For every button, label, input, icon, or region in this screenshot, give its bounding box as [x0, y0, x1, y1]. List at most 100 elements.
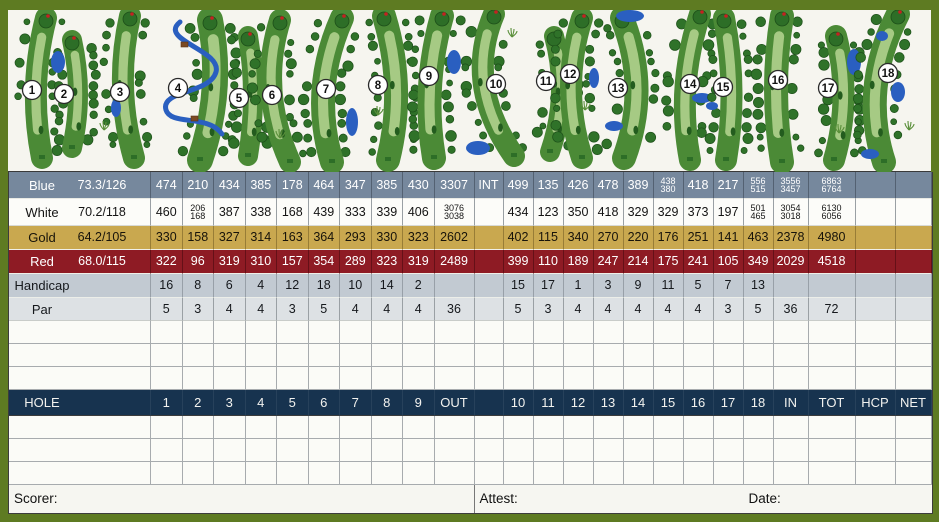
tree-icon	[445, 130, 457, 142]
tree-icon	[23, 18, 31, 26]
course-map: 1 2 3 4 5 6 7 8 9 10 11 12 13 14 15 16 17 18	[8, 2, 931, 174]
score-cell	[214, 439, 246, 462]
score-cell: 11	[533, 390, 564, 416]
score-cell: 349	[743, 250, 774, 274]
score-cell: 4	[245, 298, 277, 321]
score-cell	[713, 321, 744, 344]
tree-icon	[755, 16, 766, 28]
tree-icon	[903, 28, 912, 36]
par-row: Par 5 3 4 4 3 5 4 4 4 36 5 3 4 4 4 4 4 3 5 36 72	[9, 298, 932, 321]
score-cell	[653, 367, 684, 390]
tee-box	[431, 155, 437, 159]
hole-number-badge: 6	[261, 84, 283, 106]
tree-icon	[50, 104, 59, 113]
tree-icon	[291, 131, 303, 143]
score-cell	[277, 321, 309, 344]
row-label-cell: Red 68.0/115	[9, 250, 151, 274]
tree-icon	[254, 119, 263, 128]
tree-icon	[753, 97, 764, 108]
tree-icon	[787, 108, 799, 120]
score-cell: 347	[340, 172, 372, 199]
bunker	[730, 127, 736, 136]
score-cell: 418	[593, 199, 624, 226]
svg-text:13: 13	[612, 83, 625, 95]
tree-icon	[229, 59, 240, 70]
score-cell	[340, 416, 372, 439]
score-cell: 323	[403, 226, 435, 250]
signature-row: Scorer: Attest: Date:	[9, 485, 932, 513]
tree-icon	[285, 58, 297, 70]
bridge-icon	[190, 115, 199, 122]
hole-number-badge: 1	[21, 79, 43, 101]
tree-icon	[465, 25, 478, 38]
pin-flag-icon	[210, 16, 214, 20]
score-cell: 8	[371, 390, 403, 416]
water-hazard	[692, 93, 712, 103]
tree-icon	[89, 51, 98, 60]
row-label-cell	[9, 367, 151, 390]
hole-18-drawing	[852, 2, 912, 174]
score-cell: 322	[151, 250, 183, 274]
tree-icon	[474, 118, 482, 126]
score-cell	[371, 321, 403, 344]
grass-tuft-icon	[834, 123, 845, 134]
score-cell	[683, 416, 714, 439]
score-cell: 158	[182, 226, 214, 250]
score-cell	[808, 274, 856, 298]
score-cell	[214, 367, 246, 390]
bunker	[779, 128, 785, 137]
tree-icon	[88, 90, 98, 100]
putting-green	[376, 11, 392, 27]
score-cell: 364	[308, 226, 340, 250]
row-label-cell	[9, 439, 151, 462]
water-hazard	[346, 108, 358, 136]
score-cell	[371, 439, 403, 462]
tree-icon	[101, 89, 111, 99]
tree-icon	[337, 119, 347, 128]
tree-icon	[605, 31, 615, 40]
score-cell	[895, 199, 932, 226]
score-cell	[855, 344, 896, 367]
tree-icon	[134, 78, 143, 87]
score-cell	[277, 344, 309, 367]
score-cell	[533, 344, 564, 367]
score-cell: 406	[403, 199, 435, 226]
score-cell	[653, 416, 684, 439]
tree-icon	[228, 137, 240, 149]
svg-text:4: 4	[175, 83, 182, 95]
score-cell: 178	[277, 172, 309, 199]
score-cell: 4	[653, 298, 684, 321]
score-cell: 13	[743, 274, 774, 298]
pin-flag-icon	[248, 32, 252, 36]
score-cell	[214, 344, 246, 367]
score-cell	[623, 344, 654, 367]
tree-icon	[192, 58, 200, 67]
svg-text:1: 1	[29, 85, 36, 97]
bunker	[633, 125, 639, 135]
water-hazard	[616, 10, 644, 22]
score-cell: 206 168	[182, 199, 214, 226]
tree-icon	[736, 19, 747, 30]
tree-icon	[752, 54, 763, 65]
tree-icon	[707, 29, 717, 39]
tree-icon	[899, 39, 911, 50]
tree-icon	[817, 103, 830, 115]
score-cell	[623, 416, 654, 439]
score-cell: 434	[214, 172, 246, 199]
score-cell: 5	[151, 298, 183, 321]
svg-text:16: 16	[772, 75, 785, 87]
tee-box	[131, 155, 137, 159]
tree-icon	[109, 141, 117, 148]
svg-text:7: 7	[323, 84, 329, 96]
tree-icon	[814, 148, 823, 158]
score-cell: 141	[713, 226, 744, 250]
svg-text:12: 12	[564, 69, 577, 81]
score-cell	[593, 439, 624, 462]
bunker	[76, 122, 82, 131]
tree-icon	[337, 108, 347, 119]
score-cell: 115	[533, 226, 564, 250]
score-cell	[808, 439, 856, 462]
score-cell	[277, 439, 309, 462]
blue-row: Blue 73.3/126 474 210 434 385 178 464 347 385 430 3…	[9, 172, 932, 199]
